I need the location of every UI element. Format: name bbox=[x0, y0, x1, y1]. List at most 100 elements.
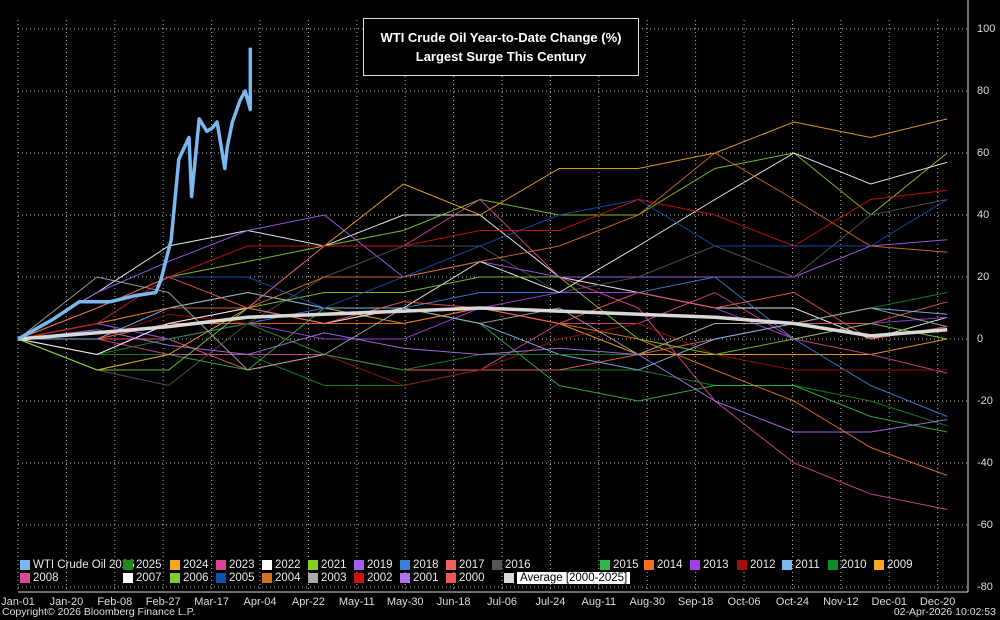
legend-swatch bbox=[262, 573, 272, 583]
y-tick-label: 20 bbox=[977, 271, 990, 283]
y-tick-label: -40 bbox=[977, 457, 993, 469]
series-line-2013 bbox=[17, 292, 948, 340]
legend-item: 2012 bbox=[737, 559, 776, 571]
legend-swatch bbox=[400, 573, 410, 583]
series-line-2012 bbox=[18, 313, 948, 387]
legend-swatch bbox=[216, 573, 226, 583]
legend-item-average: Average [2000-2025] bbox=[504, 572, 631, 584]
legend-item: 2021 bbox=[308, 559, 347, 571]
y-tick-label: -60 bbox=[977, 519, 993, 531]
legend-swatch bbox=[737, 560, 747, 570]
y-tick-label: 80 bbox=[977, 85, 990, 97]
series-line-2018 bbox=[17, 276, 948, 417]
legend-swatch bbox=[690, 560, 700, 570]
series-line-2014 bbox=[18, 307, 948, 476]
x-tick-label: Jun-18 bbox=[436, 596, 471, 608]
copyright: Copyright© 2026 Bloomberg Finance L.P. bbox=[2, 606, 196, 618]
series-line-2002 bbox=[17, 189, 948, 340]
legend-swatch bbox=[446, 560, 456, 570]
legend-label: 2007 bbox=[136, 572, 162, 584]
chart-subtitle: Largest Surge This Century bbox=[415, 49, 587, 64]
legend-label: 2018 bbox=[413, 559, 439, 571]
legend-label: 2008 bbox=[33, 572, 59, 584]
legend-label: Average [2000-2025] bbox=[517, 572, 631, 584]
series-line-2023 bbox=[18, 291, 948, 374]
legend-label: WTI Crude Oil 2026 bbox=[33, 559, 135, 571]
legend-swatch bbox=[782, 560, 792, 570]
y-tick-label: 60 bbox=[977, 147, 990, 159]
legend-swatch bbox=[400, 560, 410, 570]
wti-2026-line bbox=[17, 47, 253, 341]
legend-swatch bbox=[216, 560, 226, 570]
legend-swatch bbox=[644, 560, 654, 570]
legend-label: 2016 bbox=[505, 559, 531, 571]
legend-swatch bbox=[504, 573, 514, 583]
legend-item: 2006 bbox=[170, 572, 209, 584]
series-line-2009 bbox=[17, 118, 948, 371]
legend-item: 2000 bbox=[446, 572, 485, 584]
average-line bbox=[17, 306, 948, 341]
legend-item: 2003 bbox=[308, 572, 347, 584]
legend-swatch bbox=[20, 573, 30, 583]
x-tick-label: Jul-24 bbox=[535, 596, 566, 608]
legend-label: 2009 bbox=[887, 559, 913, 571]
legend-label: 2003 bbox=[321, 572, 347, 584]
x-tick-label: Dec-20 bbox=[919, 596, 956, 608]
y-tick-label: -20 bbox=[977, 395, 993, 407]
legend-swatch bbox=[828, 560, 838, 570]
legend-item: 2009 bbox=[874, 559, 913, 571]
series-line-2011 bbox=[18, 291, 948, 371]
legend-item: 2002 bbox=[354, 572, 393, 584]
legend-swatch bbox=[446, 573, 456, 583]
legend-swatch bbox=[600, 560, 610, 570]
x-tick-label: Sep-18 bbox=[677, 596, 714, 608]
y-tick-label: 40 bbox=[977, 209, 990, 221]
legend-item: 2019 bbox=[354, 559, 393, 571]
legend-item: 2023 bbox=[216, 559, 255, 571]
legend-swatch bbox=[170, 573, 180, 583]
legend-swatch bbox=[874, 560, 884, 570]
legend: WTI Crude Oil 2026 2025 2024 2023 2022 2021 20… bbox=[18, 558, 966, 590]
y-tick-label: -80 bbox=[977, 581, 993, 593]
legend-swatch bbox=[262, 560, 272, 570]
legend-item: 2001 bbox=[400, 572, 439, 584]
legend-item: 2004 bbox=[262, 572, 301, 584]
x-tick-label: Nov-12 bbox=[823, 596, 859, 608]
series-line-2001 bbox=[17, 329, 948, 433]
y-tick-label: 0 bbox=[977, 333, 984, 345]
legend-label: 2019 bbox=[367, 559, 393, 571]
x-tick-label: Jul-06 bbox=[487, 596, 517, 608]
legend-item: 2010 bbox=[828, 559, 867, 571]
x-tick-label: May-11 bbox=[338, 596, 375, 608]
legend-label: 2014 bbox=[657, 559, 683, 571]
chart-title: WTI Crude Oil Year-to-Date Change (%) bbox=[380, 30, 622, 45]
title-box: WTI Crude Oil Year-to-Date Change (%) La… bbox=[363, 18, 639, 76]
x-tick-label: Aug-11 bbox=[581, 596, 617, 608]
legend-label: 2005 bbox=[229, 572, 255, 584]
legend-label: 2001 bbox=[413, 572, 439, 584]
legend-swatch bbox=[170, 560, 180, 570]
x-tick-label: Jan-01 bbox=[1, 596, 35, 608]
legend-item: 2017 bbox=[446, 559, 485, 571]
legend-label: 2024 bbox=[183, 559, 209, 571]
timestamp: 02-Apr-2026 10:02:53 bbox=[893, 606, 996, 618]
legend-item: 2024 bbox=[170, 559, 209, 571]
legend-item: 2015 bbox=[600, 559, 639, 571]
legend-item: 2007 bbox=[123, 572, 162, 584]
x-tick-label: Apr-22 bbox=[291, 596, 325, 608]
legend-item: 2018 bbox=[400, 559, 439, 571]
legend-label: 2012 bbox=[750, 559, 776, 571]
legend-label: 2000 bbox=[459, 572, 485, 584]
legend-label: 2015 bbox=[613, 559, 639, 571]
legend-item: 2014 bbox=[644, 559, 683, 571]
legend-label: 2004 bbox=[275, 572, 301, 584]
x-tick-label: Oct-06 bbox=[727, 596, 761, 608]
legend-label: 2025 bbox=[136, 559, 162, 571]
legend-label: 2002 bbox=[367, 572, 393, 584]
legend-swatch bbox=[123, 573, 133, 583]
x-tick-label: Mar-17 bbox=[194, 596, 230, 608]
x-tick-label: Apr-04 bbox=[243, 596, 277, 608]
x-tick-label: Oct-24 bbox=[775, 596, 809, 608]
x-tick-label: Feb-27 bbox=[145, 596, 181, 608]
legend-label: 2011 bbox=[795, 559, 820, 571]
